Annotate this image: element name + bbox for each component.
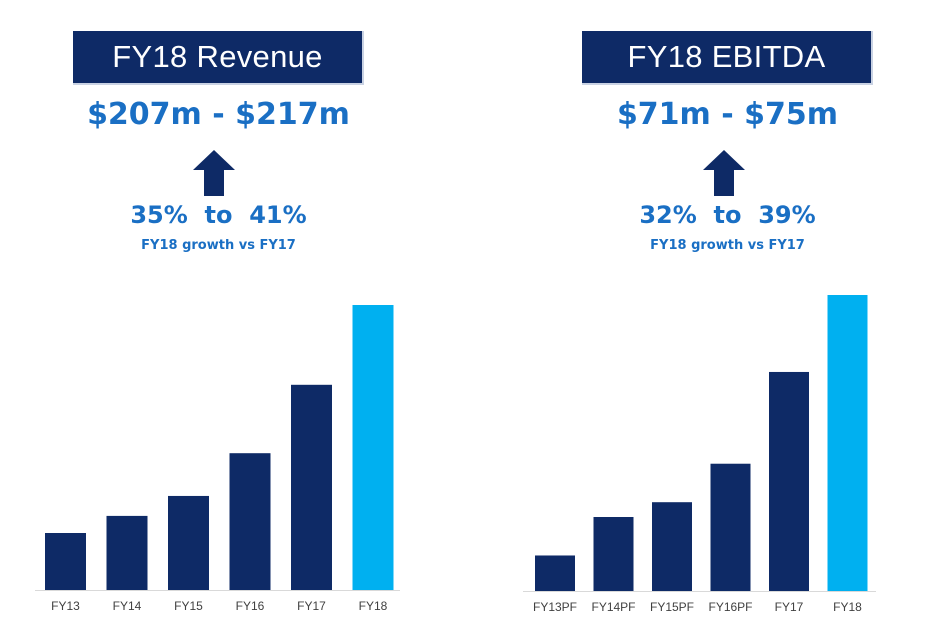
x-tick-label: FY17: [297, 599, 326, 613]
x-tick-label: FY16PF: [708, 600, 752, 614]
x-tick-label: FY14PF: [591, 600, 635, 614]
ebitda-growth: 32% to 39%: [639, 201, 816, 229]
up-arrow-icon: [703, 150, 745, 196]
revenue-bar-chart: FY13 FY14 FY15 FY16 FY17 FY18: [35, 305, 400, 613]
revenue-growth-caption: FY18 growth vs FY17: [141, 238, 296, 253]
bar-fy16: [229, 453, 271, 590]
bar-fy14: [106, 515, 148, 590]
ebitda-bar-chart: FY13PF FY14PF FY15PF FY16PF FY17 FY18: [523, 295, 876, 614]
x-tick-label: FY16: [236, 599, 265, 613]
revenue-panel: FY18 Revenue $207m - $217m 35% to 41% FY…: [0, 0, 466, 642]
x-tick-label: FY13: [51, 599, 80, 613]
revenue-growth: 35% to 41%: [130, 201, 307, 229]
bar-fy15: [168, 495, 209, 590]
x-tick-label: FY15PF: [650, 600, 694, 614]
bar-fy13pf: [535, 555, 575, 591]
bar-fy16pf: [710, 463, 751, 591]
ebitda-growth-caption: FY18 growth vs FY17: [650, 238, 805, 253]
ebitda-title: FY18 EBITDA: [582, 31, 873, 85]
x-tick-label: FY18: [833, 600, 862, 614]
bar-fy17: [291, 384, 332, 590]
x-tick-label: FY14: [113, 599, 142, 613]
ebitda-panel: FY18 EBITDA $71m - $75m 32% to 39% FY18 …: [466, 0, 933, 642]
bar-fy18: [827, 295, 868, 591]
revenue-range: $207m - $217m: [87, 97, 350, 132]
x-tick-label: FY18: [359, 599, 388, 613]
bar-fy17: [769, 371, 809, 591]
x-tick-label: FY15: [174, 599, 203, 613]
bar-fy14pf: [593, 517, 634, 591]
bar-fy13: [45, 533, 86, 590]
revenue-title: FY18 Revenue: [73, 31, 364, 85]
x-tick-label: FY17: [775, 600, 804, 614]
bar-fy18: [352, 305, 394, 590]
bar-fy15pf: [652, 502, 692, 591]
ebitda-range: $71m - $75m: [616, 97, 839, 132]
x-tick-label: FY13PF: [533, 600, 577, 614]
up-arrow-icon: [193, 150, 235, 196]
